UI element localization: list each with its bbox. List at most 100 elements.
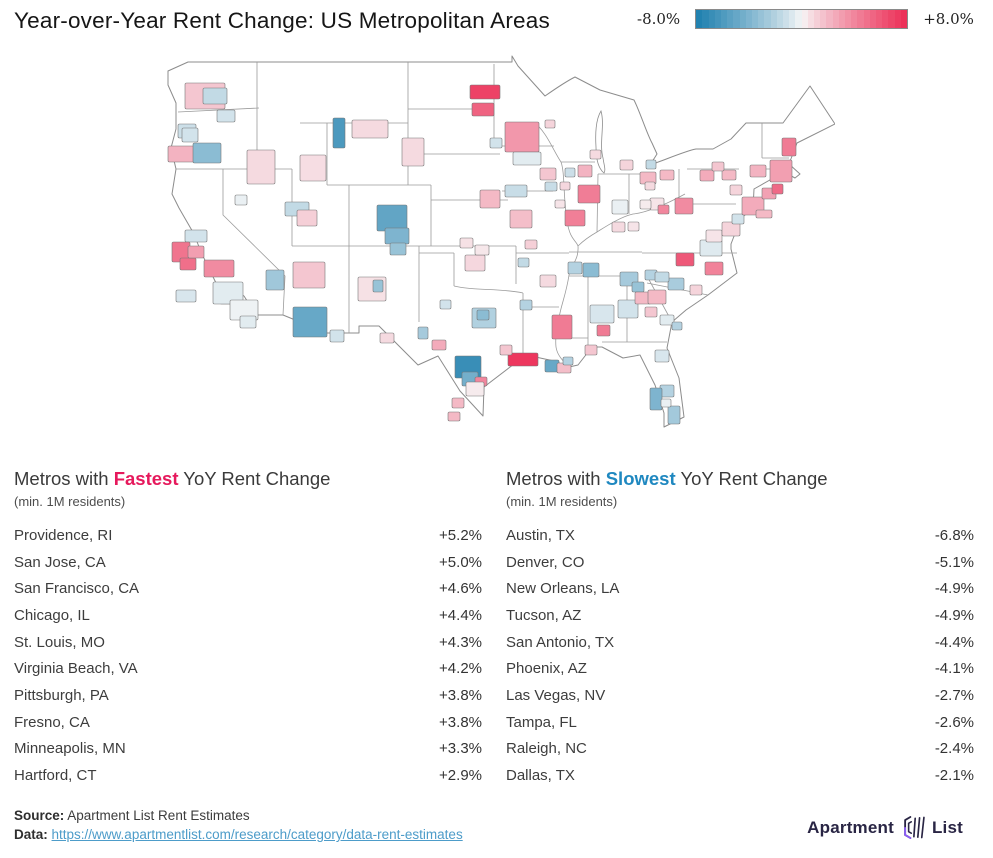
slowest-table-subtitle: (min. 1M residents) bbox=[506, 494, 618, 509]
table-row: Hartford, CT +2.9% bbox=[14, 762, 482, 789]
metro-area bbox=[512, 151, 542, 166]
metro-value: -2.4% bbox=[934, 740, 974, 758]
legend-max-label: +8.0% bbox=[923, 10, 974, 28]
legend-color-segment bbox=[832, 10, 839, 28]
metro-area bbox=[564, 167, 576, 178]
legend-color-segment bbox=[752, 10, 759, 28]
metro-area bbox=[234, 194, 248, 206]
metro-area bbox=[519, 299, 533, 311]
table-row: Tampa, FL -2.6% bbox=[506, 709, 974, 736]
us-choropleth-map bbox=[155, 55, 836, 455]
metro-area bbox=[539, 167, 557, 181]
metro-area bbox=[384, 227, 410, 245]
metro-area bbox=[564, 209, 586, 227]
metro-area bbox=[731, 213, 745, 225]
legend-color-segment bbox=[696, 10, 703, 28]
legend-color-segment bbox=[845, 10, 852, 28]
metro-area bbox=[631, 281, 645, 293]
metro-area bbox=[659, 314, 675, 326]
table-row: Providence, RI +5.2% bbox=[14, 522, 482, 549]
metro-area bbox=[644, 306, 658, 318]
table-row: Tucson, AZ -4.9% bbox=[506, 602, 974, 629]
metro-area bbox=[689, 284, 703, 296]
legend-color-segment bbox=[702, 10, 709, 28]
legend-color-segment bbox=[721, 10, 728, 28]
metro-area bbox=[299, 154, 327, 182]
metro-area bbox=[517, 257, 530, 268]
metro-area bbox=[667, 277, 685, 291]
metro-area bbox=[489, 137, 503, 149]
legend-color-segment bbox=[733, 10, 740, 28]
metro-area bbox=[509, 209, 533, 229]
metro-area bbox=[619, 159, 634, 171]
metro-areas-layer bbox=[167, 82, 797, 425]
metro-area bbox=[729, 184, 743, 196]
metro-area bbox=[507, 352, 539, 367]
metro-name: Denver, CO bbox=[506, 553, 585, 571]
metro-area bbox=[212, 281, 244, 305]
legend-color-segment bbox=[795, 10, 802, 28]
fastest-table-subtitle: (min. 1M residents) bbox=[14, 494, 126, 509]
legend-color-segment bbox=[764, 10, 771, 28]
metro-area bbox=[292, 306, 328, 338]
legend-color-segment bbox=[826, 10, 833, 28]
metro-area bbox=[577, 164, 593, 178]
metro-value: +3.8% bbox=[439, 713, 482, 731]
color-scale-legend: -8.0% +8.0% bbox=[637, 9, 974, 29]
metro-name: Tucson, AZ bbox=[506, 606, 582, 624]
metro-value: -4.4% bbox=[934, 633, 974, 651]
title-highlight-slowest: Slowest bbox=[605, 468, 676, 489]
metro-area bbox=[644, 181, 656, 191]
title-prefix: Metros with bbox=[14, 468, 114, 489]
legend-color-segment bbox=[739, 10, 746, 28]
metro-area bbox=[332, 117, 346, 149]
metro-area bbox=[584, 344, 598, 356]
table-row: Pittsburgh, PA +3.8% bbox=[14, 682, 482, 709]
metro-name: Minneapolis, MN bbox=[14, 740, 126, 758]
metro-area bbox=[459, 237, 474, 249]
metro-name: San Jose, CA bbox=[14, 553, 106, 571]
table-row: Raleigh, NC -2.4% bbox=[506, 736, 974, 763]
metro-value: +5.0% bbox=[439, 553, 482, 571]
metro-area bbox=[474, 244, 490, 256]
legend-gradient-bar bbox=[695, 9, 909, 29]
legend-color-segment bbox=[814, 10, 821, 28]
data-source-link[interactable]: https://www.apartmentlist.com/research/c… bbox=[51, 827, 463, 842]
footer: Source: Apartment List Rent Estimates Da… bbox=[14, 806, 463, 844]
metro-area bbox=[654, 349, 670, 363]
metro-area bbox=[771, 183, 784, 195]
logo-text-list: List bbox=[931, 817, 963, 837]
table-row: Las Vegas, NV -2.7% bbox=[506, 682, 974, 709]
metro-area bbox=[216, 109, 236, 123]
table-row: New Orleans, LA -4.9% bbox=[506, 575, 974, 602]
metro-value: -4.9% bbox=[934, 580, 974, 598]
metro-area bbox=[645, 159, 657, 170]
metro-area bbox=[179, 257, 197, 271]
metro-area bbox=[524, 239, 538, 250]
metro-name: Hartford, CT bbox=[14, 767, 97, 785]
metro-area bbox=[439, 299, 452, 310]
legend-color-segment bbox=[838, 10, 846, 28]
metro-name: San Antonio, TX bbox=[506, 633, 615, 651]
metro-name: Providence, RI bbox=[14, 526, 113, 544]
legend-color-segment bbox=[876, 10, 883, 28]
metro-area bbox=[192, 142, 222, 164]
metro-area bbox=[699, 169, 715, 182]
fastest-table-title: Metros with Fastest YoY Rent Change bbox=[14, 466, 482, 491]
metro-area bbox=[389, 242, 407, 256]
metro-name: Virginia Beach, VA bbox=[14, 660, 138, 678]
table-row: Phoenix, AZ -4.1% bbox=[506, 655, 974, 682]
metro-value: +2.9% bbox=[439, 767, 482, 785]
metro-area bbox=[469, 84, 501, 100]
metro-area bbox=[175, 289, 197, 303]
metro-area bbox=[567, 261, 583, 275]
metro-area bbox=[667, 405, 681, 425]
metro-area bbox=[329, 329, 345, 343]
legend-color-segment bbox=[807, 10, 815, 28]
metro-area bbox=[376, 204, 408, 232]
logo-text-apartment: Apartment bbox=[807, 817, 894, 837]
table-row: Fresno, CA +3.8% bbox=[14, 709, 482, 736]
metro-area bbox=[721, 221, 741, 237]
metro-area bbox=[611, 221, 626, 233]
metro-area bbox=[544, 181, 558, 192]
